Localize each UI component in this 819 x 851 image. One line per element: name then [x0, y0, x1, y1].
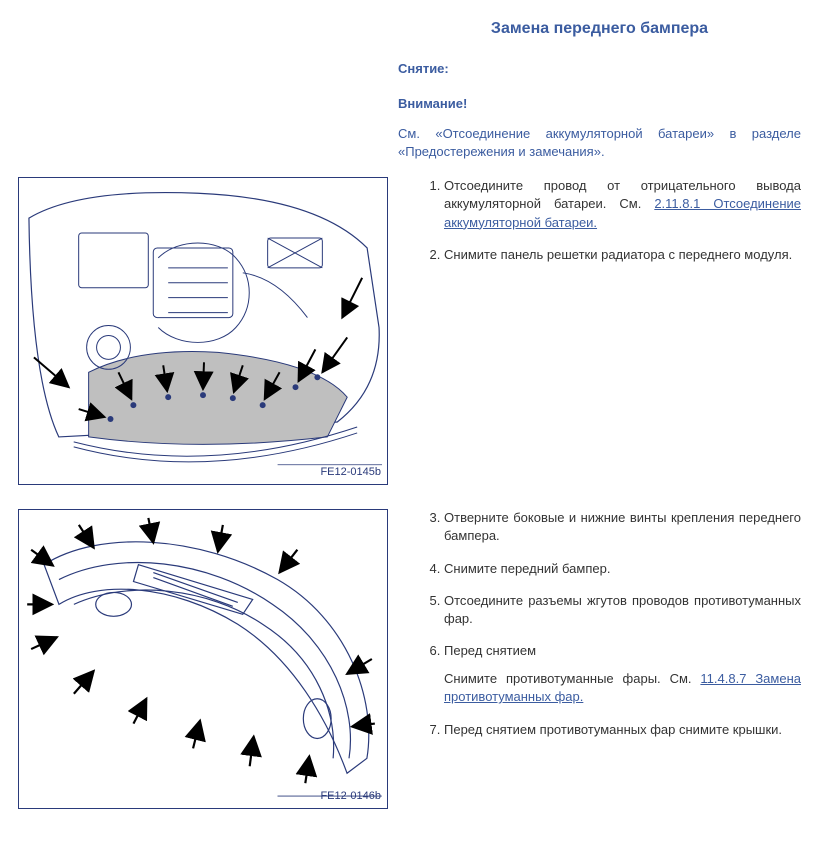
step-item: Перед снятиемСнимите противотуманные фар…: [444, 642, 801, 707]
warning-note: См. «Отсоединение аккумуляторной батареи…: [18, 125, 801, 161]
step-item: Отсоедините провод от отрицательного выв…: [444, 177, 801, 232]
figure-bumper: FE12-0146b: [18, 509, 388, 809]
figure-label-2: FE12-0146b: [320, 789, 381, 804]
cross-reference-link[interactable]: 11.4.8.7 Замена противотуманных фар.: [444, 671, 801, 704]
warning-heading: Внимание!: [18, 95, 801, 113]
step-item: Перед снятием противотуманных фар снимит…: [444, 721, 801, 739]
step-item: Снимите панель решетки радиатора с перед…: [444, 246, 801, 264]
figure-engine-bay: FE12-0145b: [18, 177, 388, 485]
step-item: Отверните боковые и нижние винты креплен…: [444, 509, 801, 545]
steps-list-2: Отверните боковые и нижние винты креплен…: [422, 509, 801, 739]
figure-label-1: FE12-0145b: [320, 465, 381, 480]
cross-reference-link[interactable]: 2.11.8.1 Отсоединение аккумуляторной бат…: [444, 196, 801, 229]
steps-list-1: Отсоедините провод от отрицательного выв…: [422, 177, 801, 264]
page-title: Замена переднего бампера: [18, 18, 801, 40]
section-1: FE12-0145b Отсоедините провод от отрицат…: [18, 177, 801, 485]
section-2: FE12-0146b Отверните боковые и нижние ви…: [18, 509, 801, 809]
subtitle-removal: Снятие:: [18, 60, 801, 78]
step-item: Снимите передний бампер.: [444, 560, 801, 578]
step-item: Отсоедините разъемы жгутов проводов прот…: [444, 592, 801, 628]
